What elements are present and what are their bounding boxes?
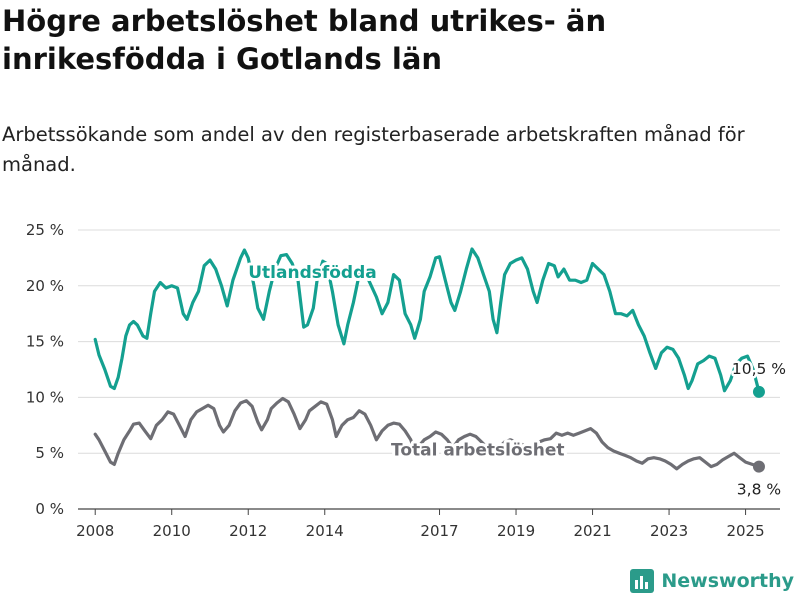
series-name-label-1: Total arbetslöshet <box>391 440 565 460</box>
series-end-point-0 <box>752 385 765 398</box>
chart-subtitle: Arbetssökande som andel av den registerb… <box>2 123 745 176</box>
newsworthy-logo-icon <box>630 569 655 593</box>
x-tick-label: 2019 <box>497 522 535 540</box>
series-end-label-0: 10,5 % <box>732 360 786 378</box>
y-tick-label: 0 % <box>35 500 64 518</box>
x-tick-label: 2023 <box>650 522 688 540</box>
y-tick-label: 5 % <box>35 444 64 462</box>
series-labels: Utlandsfödda Total arbetslöshet 10,5 % 3,8 … <box>245 260 788 501</box>
x-tick-label: 2017 <box>420 522 458 540</box>
series-line-0 <box>93 247 761 394</box>
x-tick-label: 2008 <box>76 522 114 540</box>
y-axis: 0 % 5 % 10 % 15 % 20 % 25 % <box>26 221 64 518</box>
gridlines <box>78 229 780 510</box>
series-end-point-1 <box>752 460 765 473</box>
x-tick-label: 2012 <box>229 522 267 540</box>
x-tick-label: 2010 <box>153 522 191 540</box>
x-tick-label: 2025 <box>726 522 764 540</box>
y-tick-label: 10 % <box>26 388 64 406</box>
x-tick-label: 2014 <box>306 522 344 540</box>
series-line-1 <box>93 396 761 471</box>
series-lines <box>93 247 765 473</box>
brand-name: Newsworthy <box>661 570 794 592</box>
y-tick-label: 20 % <box>26 277 64 295</box>
series-end-label-1: 3,8 % <box>737 481 781 499</box>
y-tick-label: 25 % <box>26 221 64 239</box>
page-title: Högre arbetslöshet bland utrikes- än inr… <box>2 4 607 76</box>
x-axis: 2008 2010 2012 2014 2017 2019 2021 2023 2025 <box>76 509 765 540</box>
brand-logo: Newsworthy <box>629 568 794 594</box>
series-name-label-0: Utlandsfödda <box>248 263 377 283</box>
y-tick-label: 15 % <box>26 333 64 351</box>
x-tick-label: 2021 <box>573 522 611 540</box>
